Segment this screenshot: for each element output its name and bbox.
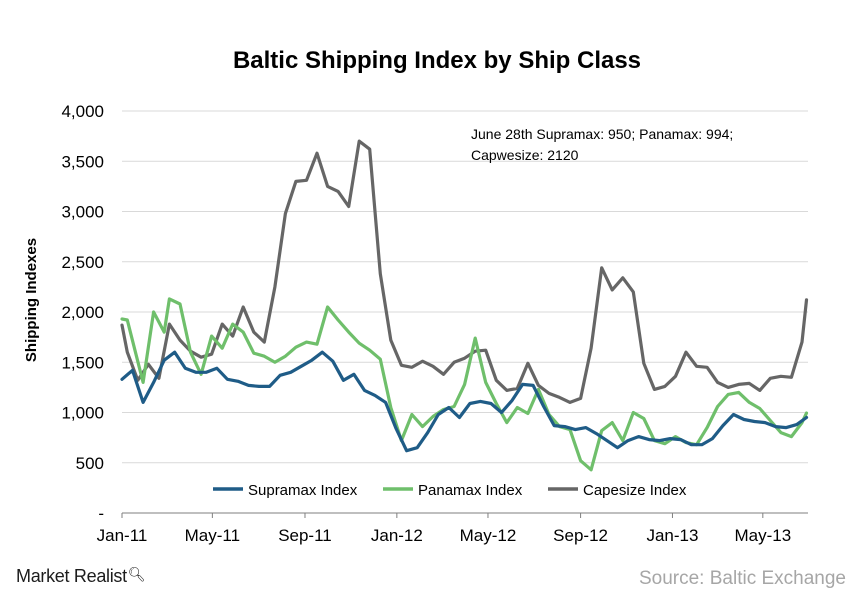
annotation-line-1: June 28th Supramax: 950; Panamax: 994; — [471, 126, 733, 142]
gridlines — [122, 110, 808, 514]
y-tick-label: - — [98, 504, 104, 523]
x-tick-label: May-11 — [185, 526, 240, 545]
x-tick-label: Jan-12 — [371, 526, 423, 545]
y-tick-label: 1,000 — [61, 404, 104, 423]
y-tick-label: 4,000 — [61, 102, 104, 121]
x-tick-label: Sep-12 — [553, 526, 608, 545]
logo-text: Market Realist — [16, 566, 127, 586]
y-tick-label: 2,000 — [61, 303, 104, 322]
annotation-line-2: Capwesize: 2120 — [471, 147, 579, 163]
y-axis-label: Shipping Indexes — [23, 238, 40, 362]
series-line-supramax-index — [120, 350, 809, 453]
magnifier-icon: 🔍︎ — [127, 566, 146, 582]
y-tick-label: 1,500 — [61, 353, 104, 372]
y-tick-label: 500 — [76, 454, 104, 473]
series-lines — [120, 139, 809, 472]
y-tick-label: 3,000 — [61, 203, 104, 222]
x-tick-label: Jan-13 — [646, 526, 698, 545]
y-tick-label: 2,500 — [61, 253, 104, 272]
x-tick-label: Sep-11 — [278, 526, 332, 545]
source-note: Source: Baltic Exchange — [638, 568, 846, 589]
market-realist-logo: Market Realist🔍︎ — [16, 566, 146, 587]
series-line-capesize-index — [120, 139, 809, 404]
legend-label: Panamax Index — [418, 482, 523, 499]
chart-title: Baltic Shipping Index by Ship Class — [233, 47, 641, 74]
x-tick-label: Jan-11 — [97, 526, 148, 545]
y-tick-label: 3,500 — [61, 152, 104, 171]
x-tick-label: May-13 — [734, 526, 791, 545]
x-axis-ticks: Jan-11 May-11 Sep-11 Jan-12 May-12 Sep-12 Jan-… — [97, 513, 791, 545]
x-tick-label: May-12 — [460, 526, 517, 545]
y-axis-ticks: - 500 1,000 1,500 2,000 2,500 3,000 3,500 4,000 — [61, 102, 104, 523]
legend-label: Supramax Index — [248, 482, 358, 499]
legend: Supramax Index Panamax Index Capesize Inde… — [213, 482, 687, 499]
legend-label: Capesize Index — [583, 482, 687, 499]
